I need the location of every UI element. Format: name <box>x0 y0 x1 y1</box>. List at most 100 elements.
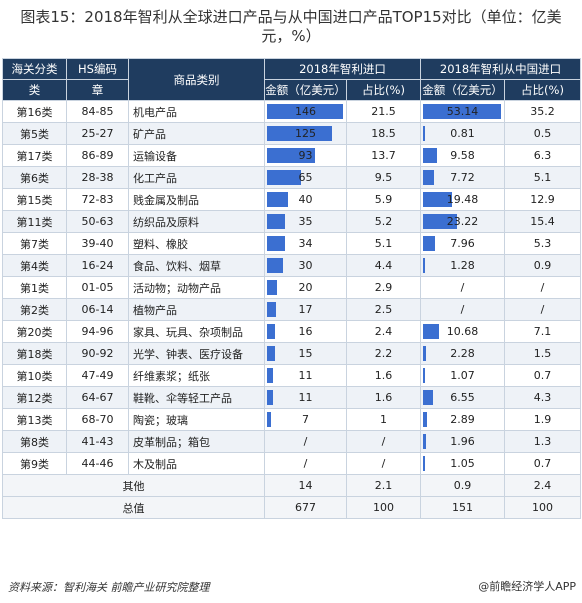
global-amount-cell-value: 35 <box>298 215 313 228</box>
global-amount-cell-bar <box>267 302 276 317</box>
header-china-share: 占比(%) <box>503 79 582 101</box>
china-amount-cell-value: 7.96 <box>450 237 475 250</box>
china-amount-cell-value: 9.58 <box>450 149 475 162</box>
china-share-cell: 15.4 <box>503 210 582 233</box>
global-share-cell: 2.4 <box>346 320 421 343</box>
china-share-cell: 2.4 <box>503 474 582 497</box>
china-share-cell: 5.3 <box>503 232 582 255</box>
comparison-table: 海关分类 HS编码 商品类别 2018年智利进口 2018年智利从中国进口 类 … <box>2 58 582 519</box>
product-name-cell: 纺织品及原料 <box>128 210 265 233</box>
china-amount-cell-bar <box>423 324 439 339</box>
china-share-cell: 0.5 <box>503 122 582 145</box>
china-amount-cell-bar <box>423 434 426 449</box>
total-row: 其他 14 2.1 0.9 2.4 <box>2 474 582 497</box>
global-amount-cell: 146 <box>264 100 347 123</box>
hs-code-cell: 86-89 <box>66 144 129 167</box>
table-row: 第1类 01-05 活动物；动物产品 20 2.9 / / <box>2 276 582 299</box>
global-amount-cell: 125 <box>264 122 347 145</box>
global-share-cell: 2.5 <box>346 298 421 321</box>
china-amount-cell-bar <box>423 258 425 273</box>
global-share-cell: 2.2 <box>346 342 421 365</box>
global-amount-cell-bar <box>267 412 271 427</box>
china-amount-cell: 7.72 <box>420 166 505 189</box>
header-customs-class-2: 类 <box>2 79 67 101</box>
global-share-cell: 2.9 <box>346 276 421 299</box>
global-amount-cell: 40 <box>264 188 347 211</box>
china-amount-cell: 53.14 <box>420 100 505 123</box>
china-amount-cell: 1.05 <box>420 452 505 475</box>
product-name-cell: 活动物；动物产品 <box>128 276 265 299</box>
hs-code-cell: 68-70 <box>66 408 129 431</box>
customs-class-cell: 第7类 <box>2 232 67 255</box>
customs-class-cell: 第11类 <box>2 210 67 233</box>
global-amount-cell: 35 <box>264 210 347 233</box>
china-amount-cell-value: / <box>460 303 465 316</box>
china-amount-cell-value: 1.07 <box>450 369 475 382</box>
table-row: 第18类 90-92 光学、钟表、医疗设备 15 2.2 2.28 1.5 <box>2 342 582 365</box>
china-share-cell: 4.3 <box>503 386 582 409</box>
global-amount-cell: 11 <box>264 364 347 387</box>
table-row: 第7类 39-40 塑料、橡胶 34 5.1 7.96 5.3 <box>2 232 582 255</box>
product-name-cell: 木及制品 <box>128 452 265 475</box>
china-amount-cell-value: 19.48 <box>446 193 479 206</box>
global-amount-cell-value: / <box>303 435 308 448</box>
global-amount-cell: 11 <box>264 386 347 409</box>
china-share-cell: 0.7 <box>503 452 582 475</box>
header-product: 商品类别 <box>128 58 265 101</box>
global-share-cell: 1 <box>346 408 421 431</box>
china-amount-cell-bar <box>423 170 435 185</box>
global-amount-cell-bar <box>267 126 333 141</box>
header-hs-code-2: 章 <box>66 79 129 101</box>
header-china-amount: 金额（亿美元） <box>420 79 505 101</box>
global-amount-cell: 15 <box>264 342 347 365</box>
global-amount-cell: 16 <box>264 320 347 343</box>
hs-code-cell: 41-43 <box>66 430 129 453</box>
global-share-cell: 13.7 <box>346 144 421 167</box>
global-amount-cell-bar <box>267 346 275 361</box>
customs-class-cell: 第9类 <box>2 452 67 475</box>
hs-code-cell: 84-85 <box>66 100 129 123</box>
customs-class-cell: 第13类 <box>2 408 67 431</box>
header-global-share: 占比(%) <box>346 79 421 101</box>
hs-code-cell: 44-46 <box>66 452 129 475</box>
product-name-cell: 塑料、橡胶 <box>128 232 265 255</box>
china-amount-cell: / <box>420 276 505 299</box>
table-row: 第6类 28-38 化工产品 65 9.5 7.72 5.1 <box>2 166 582 189</box>
product-name-cell: 化工产品 <box>128 166 265 189</box>
global-amount-cell: 65 <box>264 166 347 189</box>
table-row: 第10类 47-49 纤维素浆；纸张 11 1.6 1.07 0.7 <box>2 364 582 387</box>
china-amount-cell: 23.22 <box>420 210 505 233</box>
table-row: 第9类 44-46 木及制品 / / 1.05 0.7 <box>2 452 582 475</box>
product-name-cell: 运输设备 <box>128 144 265 167</box>
china-amount-cell-value: 1.05 <box>450 457 475 470</box>
china-amount-cell-value: 2.89 <box>450 413 475 426</box>
global-amount-cell-value: 125 <box>295 127 316 140</box>
global-share-cell: 1.6 <box>346 364 421 387</box>
global-amount-cell-value: 146 <box>295 105 316 118</box>
product-name-cell: 光学、钟表、医疗设备 <box>128 342 265 365</box>
global-share-cell: 5.1 <box>346 232 421 255</box>
header-hs-code: HS编码 <box>66 58 129 80</box>
global-amount-cell-bar <box>267 258 283 273</box>
total-label-cell: 总值 <box>2 496 265 519</box>
china-amount-cell-value: 1.28 <box>450 259 475 272</box>
global-amount-cell-bar <box>267 104 343 119</box>
china-share-cell: 35.2 <box>503 100 582 123</box>
global-amount-cell: 7 <box>264 408 347 431</box>
china-amount-cell-value: 1.96 <box>450 435 475 448</box>
china-amount-cell-bar <box>423 192 452 207</box>
china-amount-cell-bar <box>423 412 428 427</box>
global-amount-cell: 30 <box>264 254 347 277</box>
china-share-cell: 12.9 <box>503 188 582 211</box>
customs-class-cell: 第5类 <box>2 122 67 145</box>
china-amount-cell: 7.96 <box>420 232 505 255</box>
china-amount-cell: 9.58 <box>420 144 505 167</box>
global-amount-cell: 17 <box>264 298 347 321</box>
global-amount-cell-value: 16 <box>298 325 313 338</box>
global-share-cell: 2.1 <box>346 474 421 497</box>
global-amount-cell-value: 17 <box>298 303 313 316</box>
china-share-cell: 7.1 <box>503 320 582 343</box>
customs-class-cell: 第12类 <box>2 386 67 409</box>
product-name-cell: 贱金属及制品 <box>128 188 265 211</box>
hs-code-cell: 94-96 <box>66 320 129 343</box>
